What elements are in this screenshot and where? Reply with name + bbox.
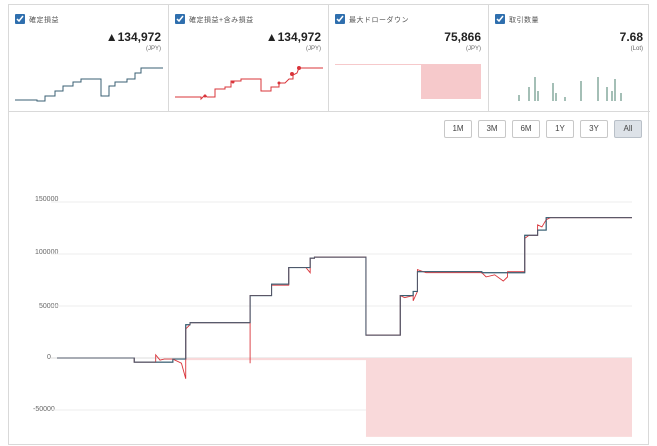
card-total-pnl: 確定損益+含み損益 ▲134,972 (JPY) [169, 5, 329, 111]
card-unit: (JPY) [306, 46, 321, 52]
range-button-all[interactable]: All [614, 120, 642, 138]
series-line-realized [57, 217, 632, 363]
chart-panel: 確定損益 ▲134,972 (JPY) 確定損益+含み損益 ▲134,972 (… [8, 4, 650, 445]
card-value: ▲134,972 [105, 30, 161, 44]
range-button-3y[interactable]: 3Y [580, 120, 608, 138]
card-unit: (Lot) [630, 46, 643, 52]
sparkline [335, 64, 481, 99]
series-line-realized-overlay [57, 217, 632, 363]
y-tick-label: -50000 [33, 406, 55, 413]
sparkline [15, 67, 163, 102]
checkbox[interactable] [495, 14, 505, 24]
pnl-chart [51, 201, 632, 437]
card-value: 75,866 [444, 30, 481, 44]
checkbox[interactable] [335, 14, 345, 24]
series-line-total [57, 217, 632, 379]
card-value: 7.68 [619, 30, 643, 44]
card-unit: (JPY) [146, 46, 161, 52]
card-label: 確定損益+含み損益 [189, 17, 254, 24]
y-tick-label: 100000 [35, 249, 59, 256]
card-label: 確定損益 [29, 17, 59, 24]
card-value: ▲134,972 [265, 30, 321, 44]
card-volume: 取引数量 7.68 (Lot) [489, 5, 650, 111]
card-unit: (JPY) [466, 46, 481, 52]
range-button-1m[interactable]: 1M [444, 120, 472, 138]
sparkline [175, 66, 323, 101]
checkbox[interactable] [15, 14, 25, 24]
card-label: 取引数量 [509, 17, 539, 24]
sparkline [518, 77, 622, 101]
range-selector: 1M 3M 6M 1Y 3Y All [444, 120, 642, 138]
y-tick-label: 50000 [39, 303, 59, 310]
drawdown-area [57, 358, 632, 437]
range-button-3m[interactable]: 3M [478, 120, 506, 138]
y-tick-label: 0 [47, 354, 51, 361]
range-button-6m[interactable]: 6M [512, 120, 540, 138]
range-button-1y[interactable]: 1Y [546, 120, 574, 138]
summary-cards: 確定損益 ▲134,972 (JPY) 確定損益+含み損益 ▲134,972 (… [9, 5, 650, 112]
card-label: 最大ドローダウン [349, 17, 409, 24]
card-max-drawdown: 最大ドローダウン 75,866 (JPY) [329, 5, 489, 111]
card-realized-pnl: 確定損益 ▲134,972 (JPY) [9, 5, 169, 111]
y-tick-label: 150000 [35, 196, 59, 203]
checkbox[interactable] [175, 14, 185, 24]
